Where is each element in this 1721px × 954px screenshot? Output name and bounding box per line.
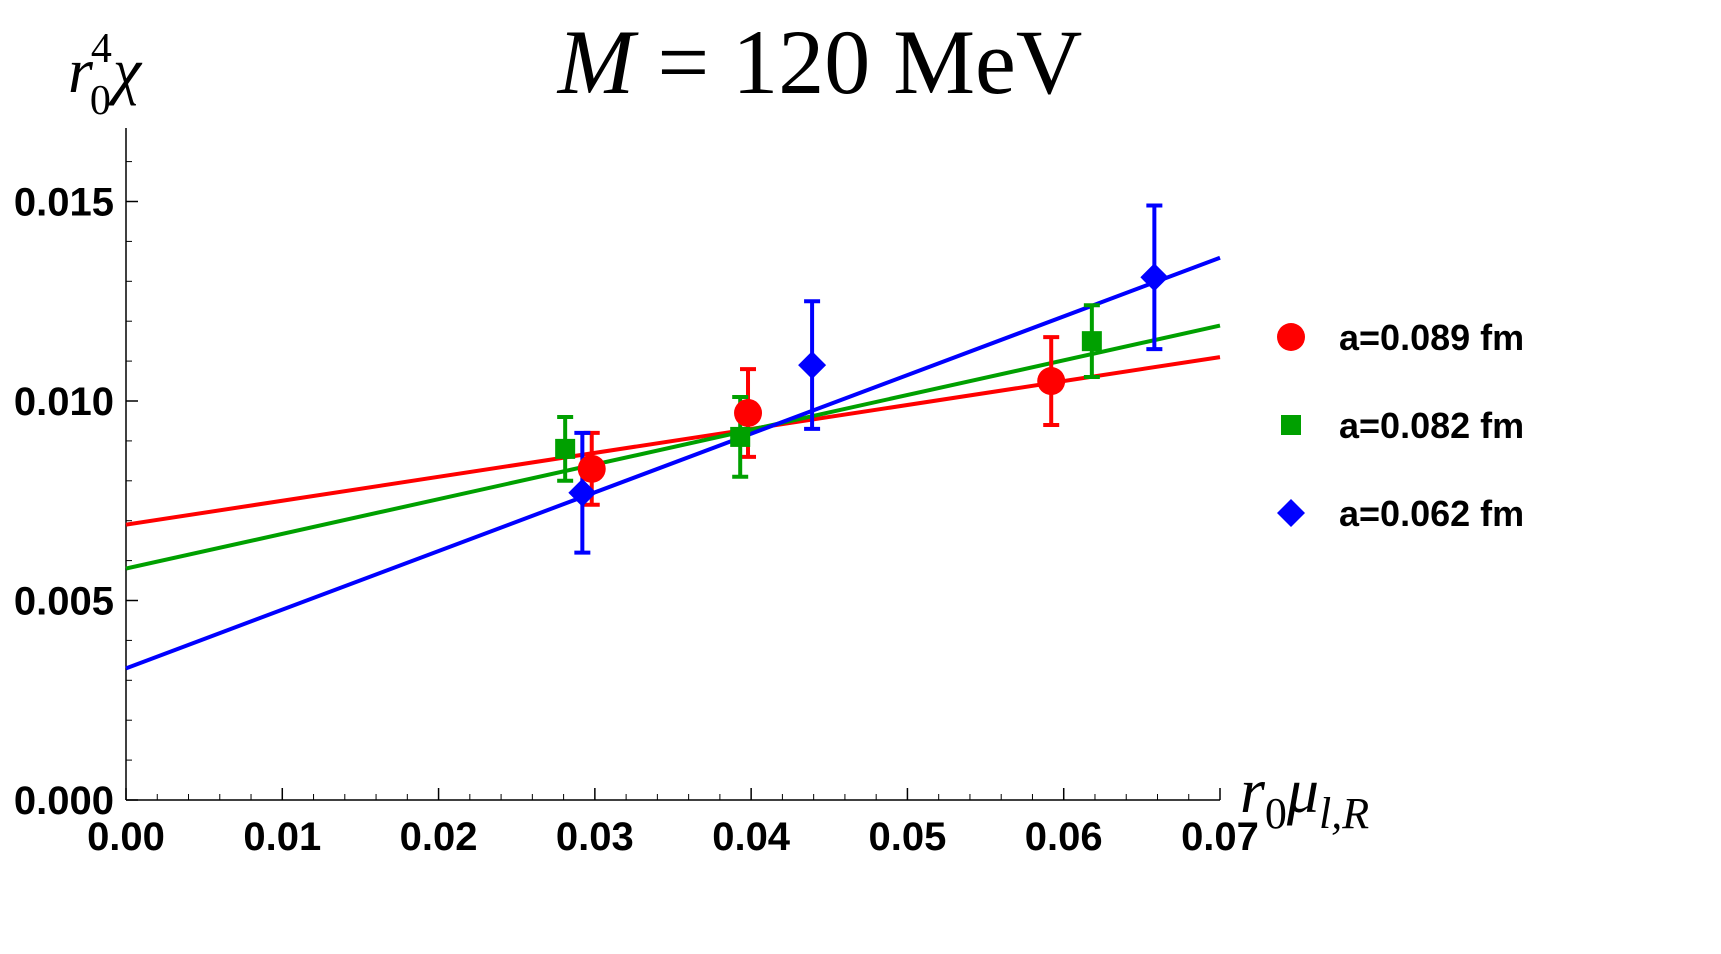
- chart-title-var: M: [556, 11, 639, 113]
- y-axis-label-sub: 0: [90, 78, 111, 124]
- legend-marker: [1281, 415, 1301, 435]
- x-axis-label-base: r: [1240, 755, 1266, 826]
- data-point: [734, 398, 763, 427]
- chart-title-value: 120 MeV: [732, 11, 1082, 113]
- y-tick-label: 0.005: [14, 580, 114, 624]
- x-tick-label: 0.04: [712, 815, 791, 859]
- x-tick-label: 0.00: [87, 815, 165, 859]
- data-point: [1037, 367, 1066, 396]
- data-point: [555, 438, 576, 459]
- data-markers: [555, 263, 1169, 507]
- legend-marker: [1277, 323, 1305, 351]
- x-tick-label: 0.05: [868, 815, 946, 859]
- y-axis-label-symbol: χ: [107, 35, 143, 106]
- x-tick-label: 0.03: [556, 815, 634, 859]
- y-axis-label-base: r: [68, 35, 94, 106]
- data-point: [568, 478, 597, 507]
- fit-line: [125, 255, 1221, 671]
- axis-tick-labels: 0.00 0.01 0.02 0.03 0.04 0.05 0.06 0.07 0.000 0.0…: [14, 181, 1259, 860]
- legend-label: a=0.082 fm: [1339, 405, 1524, 446]
- data-point: [798, 351, 827, 380]
- fit-lines: [125, 255, 1221, 671]
- fit-line: [125, 323, 1221, 571]
- legend-marker: [1277, 499, 1305, 527]
- legend-label: a=0.062 fm: [1339, 493, 1524, 534]
- fit-line: [125, 355, 1221, 527]
- legend-label: a=0.089 fm: [1339, 317, 1524, 358]
- data-point: [577, 454, 606, 483]
- data-point: [1140, 263, 1169, 292]
- axis-ticks: [125, 161, 1221, 801]
- x-tick-label: 0.02: [400, 815, 478, 859]
- x-axis-label: r0μl,R: [1240, 755, 1369, 838]
- y-tick-label: 0.000: [14, 779, 114, 823]
- chart-title: M = 120 MeV: [556, 11, 1083, 113]
- x-axis-label-subscript: l,R: [1319, 789, 1369, 838]
- chart-title-eq: =: [634, 11, 732, 113]
- x-tick-label: 0.01: [243, 815, 321, 859]
- y-axis-label-sup: 4: [91, 26, 112, 72]
- x-axis-label-symbol: μ: [1286, 755, 1319, 826]
- y-axis-label: r4 0χ: [68, 26, 143, 124]
- x-axis-label-sub: 0: [1265, 789, 1287, 838]
- data-point: [730, 426, 751, 447]
- x-tick-label: 0.06: [1025, 815, 1103, 859]
- x-tick-label: 0.07: [1181, 815, 1259, 859]
- data-point: [1081, 331, 1102, 352]
- legend: a=0.089 fm a=0.082 fm a=0.062 fm: [1277, 317, 1524, 534]
- y-tick-label: 0.010: [14, 380, 114, 424]
- y-tick-label: 0.015: [14, 181, 114, 225]
